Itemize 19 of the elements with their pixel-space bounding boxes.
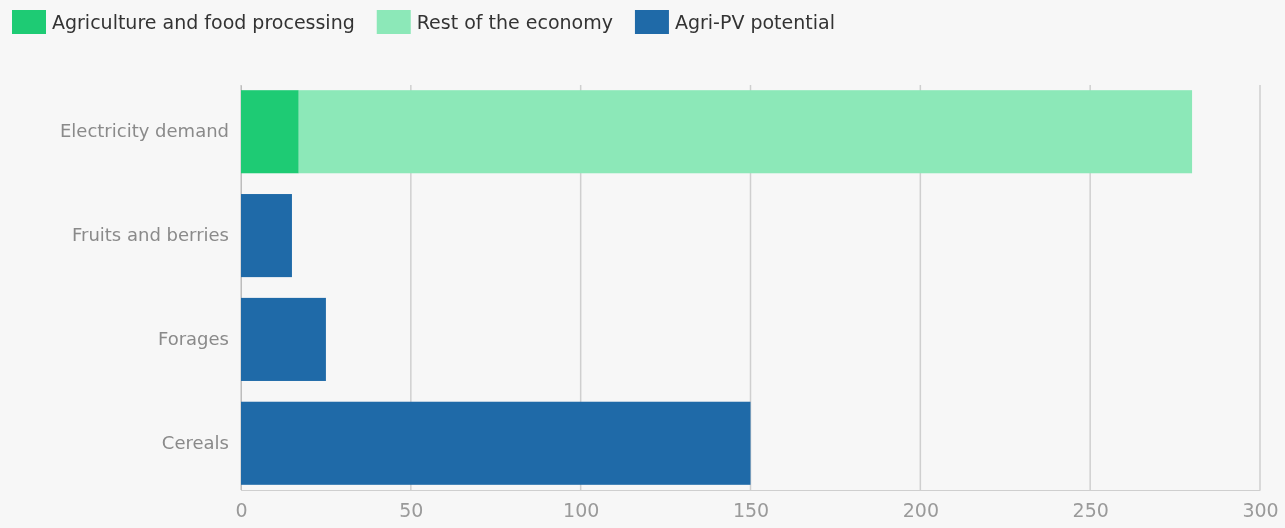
- legend-label: Rest of the economy: [416, 11, 613, 33]
- x-tick-label: 200: [902, 499, 939, 522]
- y-tick-label: Electricity demand: [59, 120, 229, 142]
- bar: [298, 90, 1193, 174]
- x-tick-label: 300: [1242, 499, 1279, 522]
- x-tick-label: 150: [732, 499, 770, 522]
- bar: [241, 297, 326, 381]
- x-tick-label: 0: [235, 499, 248, 522]
- legend-label: Agriculture and food processing: [52, 11, 355, 33]
- x-tick-label: 100: [563, 499, 600, 522]
- x-tick-label: 50: [399, 499, 424, 522]
- bar: [241, 194, 292, 278]
- y-tick-label: Fruits and berries: [71, 224, 229, 246]
- y-tick-label: Cereals: [161, 432, 229, 454]
- x-tick-label: 250: [1072, 499, 1109, 522]
- legend-label: Agri-PV potential: [674, 11, 835, 33]
- bar: [241, 401, 751, 485]
- bar: [241, 90, 299, 174]
- y-tick-label: Forages: [157, 328, 229, 350]
